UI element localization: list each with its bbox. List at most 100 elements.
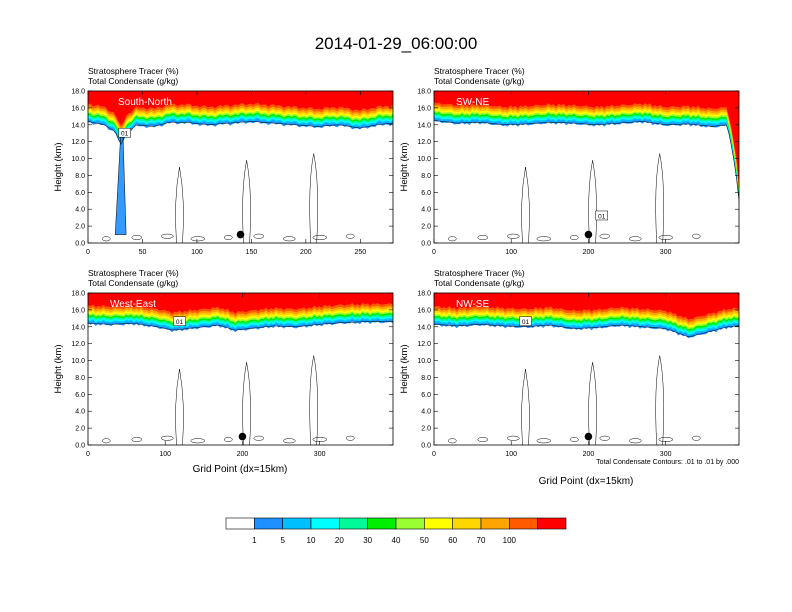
y-tick-label: 16.0	[71, 105, 85, 112]
contour-label: 01	[121, 131, 129, 138]
colorbar-swatch	[310, 517, 340, 530]
condensate-contour-column	[655, 153, 664, 243]
colorbar-label: 50	[420, 536, 429, 545]
y-tick-label: 0.0	[75, 443, 85, 450]
condensate-contour-blob	[346, 233, 355, 239]
tracer-contour-line	[434, 323, 739, 337]
x-tick-label: 300	[660, 451, 672, 458]
y-tick-label: 14.0	[71, 324, 85, 331]
y-tick-label: 4.0	[75, 409, 85, 416]
y-tick-label: 12.0	[71, 341, 85, 348]
figure-title: 2014-01-29_06:00:00	[315, 34, 478, 53]
panel-header-tracer: Stratosphere Tracer (%)	[88, 66, 179, 76]
x-tick-label: 0	[86, 249, 90, 256]
y-tick-label: 2.0	[421, 426, 431, 433]
y-tick-label: 12.0	[71, 139, 85, 146]
condensate-contour-blob	[570, 437, 579, 442]
y-tick-label: 18.0	[71, 291, 85, 298]
condensate-contour-column	[309, 355, 318, 445]
condensate-contour-blob	[536, 236, 552, 242]
condensate-contour-blob	[161, 435, 174, 441]
colorbar-label: 60	[448, 536, 457, 545]
condensate-contour-blob	[102, 236, 111, 242]
location-marker	[238, 432, 247, 441]
condensate-contour-blob	[131, 437, 143, 442]
y-tick-label: 10.0	[417, 156, 431, 163]
condensate-contour-blob	[131, 235, 143, 240]
colorbar-swatch	[225, 517, 255, 530]
y-tick-label: 12.0	[417, 341, 431, 348]
x-tick-label: 250	[354, 249, 366, 256]
x-tick-label: 0	[86, 451, 90, 458]
y-tick-label: 4.0	[421, 207, 431, 214]
y-tick-label: 16.0	[417, 307, 431, 314]
y-axis-label: Height (km)	[53, 344, 64, 393]
x-tick-label: 100	[159, 451, 171, 458]
panel-group: Stratosphere Tracer (%)Total Condensate …	[53, 66, 740, 458]
condensate-contour-blob	[102, 438, 111, 444]
colorbar-label: 5	[280, 536, 285, 545]
x-tick-label: 200	[237, 451, 249, 458]
condensate-contour-blob	[190, 438, 206, 444]
y-tick-label: 18.0	[417, 291, 431, 298]
y-tick-label: 6.0	[75, 392, 85, 399]
y-tick-label: 0.0	[421, 443, 431, 450]
y-tick-label: 2.0	[75, 426, 85, 433]
colorbar-swatch	[339, 517, 368, 530]
condensate-contour-column	[521, 368, 530, 445]
transect-label: NW-SE	[456, 299, 489, 310]
condensate-contour-column	[309, 153, 318, 243]
panel-header-condensate: Total Condensate (g/kg)	[88, 278, 178, 288]
x-axis-label-bottom-right: Grid Point (dx=15km)	[539, 476, 634, 487]
colorbar-label: 10	[307, 536, 316, 545]
transect-label: West-East	[110, 299, 156, 310]
colorbar-swatch	[480, 517, 510, 530]
tracer-field	[88, 91, 393, 243]
plot-frame	[433, 292, 740, 446]
x-tick-label: 300	[314, 451, 326, 458]
y-tick-label: 8.0	[75, 173, 85, 180]
condensate-contour-blob	[312, 235, 328, 240]
condensate-contour-column	[655, 355, 664, 445]
condensate-contour-blob	[599, 233, 611, 239]
y-tick-label: 14.0	[417, 324, 431, 331]
y-tick-label: 8.0	[421, 375, 431, 382]
panel-header-tracer: Stratosphere Tracer (%)	[88, 268, 179, 278]
colorbar-swatch	[367, 517, 397, 530]
location-marker	[236, 230, 245, 239]
chart-panel-4: Stratosphere Tracer (%)Total Condensate …	[399, 268, 740, 458]
condensate-contour-column	[242, 160, 251, 243]
y-tick-label: 2.0	[421, 224, 431, 231]
colorbar-swatch	[452, 517, 482, 530]
y-tick-label: 4.0	[421, 409, 431, 416]
x-tick-label: 200	[583, 451, 595, 458]
y-tick-label: 6.0	[75, 190, 85, 197]
colorbar-swatch	[395, 517, 425, 530]
x-tick-label: 100	[191, 249, 203, 256]
tracer-band-11	[88, 293, 393, 314]
x-tick-label: 150	[246, 249, 258, 256]
tracer-contour-line	[88, 321, 393, 331]
condensate-contour-blob	[477, 437, 489, 442]
contour-label: 01	[598, 213, 606, 220]
condensate-contour-column	[521, 166, 530, 243]
y-tick-label: 18.0	[417, 89, 431, 96]
tracer-field	[434, 293, 739, 445]
panel-header-condensate: Total Condensate (g/kg)	[88, 76, 178, 86]
condensate-contour-blob	[692, 233, 701, 239]
panel-header-condensate: Total Condensate (g/kg)	[434, 278, 524, 288]
x-tick-label: 50	[139, 249, 147, 256]
condensate-contour-blob	[448, 438, 457, 444]
condensate-contour-blob	[570, 235, 579, 240]
condensate-contour-blob	[161, 233, 174, 239]
y-tick-label: 4.0	[75, 207, 85, 214]
y-tick-label: 2.0	[75, 224, 85, 231]
colorbar-label: 100	[503, 536, 517, 545]
plot-frame	[433, 90, 740, 244]
y-tick-label: 10.0	[71, 358, 85, 365]
x-axis-label-bottom-left: Grid Point (dx=15km)	[193, 464, 288, 475]
y-tick-label: 8.0	[421, 173, 431, 180]
tracer-band-11	[434, 91, 739, 185]
condensate-contour-blob	[224, 437, 233, 442]
